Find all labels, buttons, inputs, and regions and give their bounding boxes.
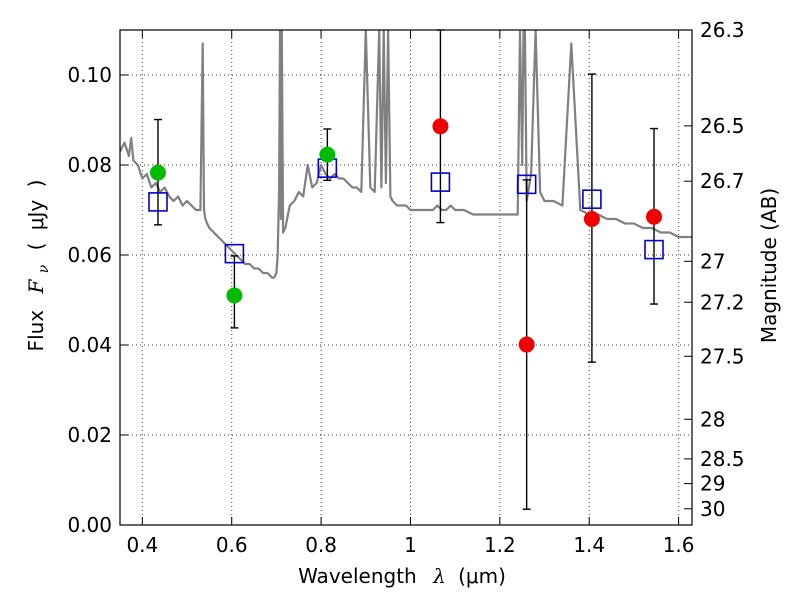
- observed-point-green: [149, 164, 166, 181]
- y2-tick-label: 27.5: [700, 344, 745, 368]
- x-tick-label: 1: [404, 533, 417, 557]
- observed-point-green: [319, 146, 336, 163]
- y-tick-label: 0.04: [67, 333, 112, 357]
- y2-tick-label: 27.2: [700, 290, 745, 314]
- x-axis-unit: (μm): [458, 564, 506, 588]
- grid-lines: [120, 30, 692, 526]
- y2-tick-label: 29: [700, 472, 725, 496]
- x-tick-label: 1.2: [484, 533, 516, 557]
- y-axis-unit: μJy: [24, 200, 48, 231]
- axis-ticks: 0.4 0.6 0.8 1 1.2 1.4 1.6 0.00 0.02 0.04 0.06 0.08 0…: [67, 18, 744, 557]
- observed-point-red: [432, 118, 449, 135]
- y2-tick-label: 28.5: [700, 447, 745, 471]
- observed-point-red: [518, 336, 535, 353]
- y2-tick-label: 26.3: [700, 18, 745, 42]
- model-flux-square: [148, 192, 168, 212]
- y-axis-label: Flux F ν ( μJy ): [24, 180, 53, 352]
- x-axis-label: Wavelength λ (μm): [298, 564, 506, 588]
- error-bars-layer: [153, 29, 659, 510]
- model-flux-square: [224, 243, 245, 264]
- y2-tick-label: 30: [700, 497, 725, 521]
- y-tick-label: 0.02: [67, 423, 112, 447]
- y-tick-label: 0.06: [67, 243, 112, 267]
- model-spectrum-layer: [120, 30, 692, 279]
- y-axis-label-text: Flux: [24, 310, 48, 352]
- y-tick-label: 0.10: [67, 63, 112, 87]
- y2-tick-label: 28: [700, 407, 725, 431]
- observed-point-green: [226, 287, 243, 304]
- x-tick-label: 0.6: [216, 533, 248, 557]
- x-tick-label: 0.8: [305, 533, 337, 557]
- y-tick-label: 0.08: [67, 153, 112, 177]
- y2-tick-label: 26.5: [700, 114, 745, 138]
- observed-point-red: [583, 211, 600, 227]
- model-spectrum-line: [120, 30, 692, 279]
- observed-points-layer: [149, 118, 663, 353]
- x-axis-symbol: λ: [432, 564, 446, 588]
- right-axis-label: Magnitude (AB): [757, 188, 781, 343]
- model-flux-square: [644, 239, 664, 260]
- model-flux-square: [430, 172, 451, 192]
- y-tick-label: 0.00: [67, 513, 112, 537]
- y2-tick-label: 26.7: [700, 169, 745, 193]
- x-tick-label: 1.6: [663, 533, 695, 557]
- y2-tick-label: 27: [700, 249, 725, 273]
- x-axis-label-text: Wavelength: [298, 564, 417, 588]
- model-flux-squares-layer: [148, 158, 664, 264]
- model-flux-square: [516, 174, 537, 195]
- x-tick-label: 0.4: [126, 533, 158, 557]
- x-tick-label: 1.4: [573, 533, 605, 557]
- observed-point-red: [646, 208, 663, 225]
- model-flux-square: [582, 189, 602, 209]
- y-axis-symbol: F: [24, 279, 48, 295]
- plot-frame: [119, 29, 693, 526]
- y-axis-subscript: ν: [36, 264, 52, 273]
